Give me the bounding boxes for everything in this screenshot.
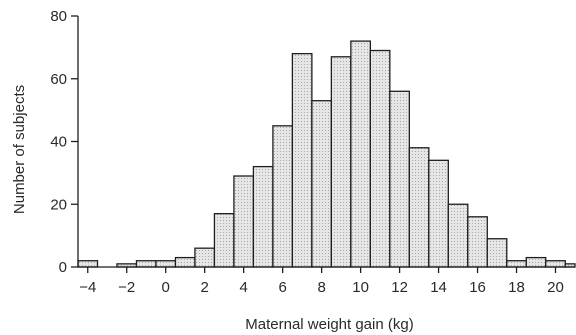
x-tick-label: 20 [547, 279, 564, 296]
histogram-bar [506, 260, 527, 268]
histogram-bar [545, 260, 566, 268]
y-tick-label: 0 [59, 259, 67, 276]
histogram-bar [408, 147, 430, 268]
x-tick-label: 8 [317, 279, 325, 296]
y-tick-label: 20 [50, 196, 67, 213]
histogram-bar [194, 247, 216, 268]
histogram-bar [213, 213, 235, 268]
histogram-bar [135, 260, 157, 268]
y-tick-label: 40 [50, 134, 67, 151]
x-tick-label: 4 [239, 279, 247, 296]
histogram-bar [330, 56, 352, 268]
histogram-bar [77, 260, 99, 268]
histogram-bar [252, 165, 274, 268]
labels-layer: 0 20 40 60 80 −4 −2 0 2 4 6 8 10 12 14 16 18 20 [50, 8, 564, 296]
histogram-bar [525, 256, 547, 268]
axes-layer [71, 15, 575, 273]
histogram-bar [389, 90, 410, 268]
histogram-bar [311, 100, 333, 268]
x-tick-label: 16 [469, 279, 486, 296]
bars-layer [77, 40, 576, 268]
x-tick-label: 12 [391, 279, 408, 296]
x-tick-label: 2 [201, 279, 209, 296]
histogram-bar [428, 159, 449, 268]
x-tick-label: −4 [79, 279, 96, 296]
x-tick-label: −2 [118, 279, 135, 296]
histogram-bar [486, 238, 508, 268]
histogram-bar [272, 125, 294, 268]
histogram-bar [369, 49, 391, 268]
histogram-bar [174, 256, 196, 268]
histogram-bar [350, 40, 371, 268]
x-tick-label: 18 [508, 279, 525, 296]
histogram-bar [155, 260, 177, 268]
histogram-bar [291, 53, 313, 268]
x-tick-label: 0 [162, 279, 170, 296]
x-tick-label: 6 [278, 279, 286, 296]
x-axis-title: Maternal weight gain (kg) [245, 316, 413, 333]
y-axis-title: Number of subjects [11, 85, 28, 214]
x-tick-label: 10 [352, 279, 369, 296]
histogram-bar [447, 203, 469, 268]
histogram-bar [467, 216, 488, 268]
histogram-bar [233, 175, 255, 268]
y-tick-label: 80 [50, 8, 67, 25]
x-tick-label: 14 [430, 279, 447, 296]
y-tick-label: 60 [50, 71, 67, 88]
